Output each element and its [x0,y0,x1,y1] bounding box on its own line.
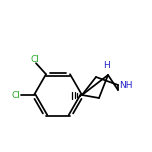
Text: NH: NH [119,81,133,90]
Text: Cl: Cl [12,90,20,100]
Text: H: H [103,62,109,71]
Text: Cl: Cl [31,55,39,64]
